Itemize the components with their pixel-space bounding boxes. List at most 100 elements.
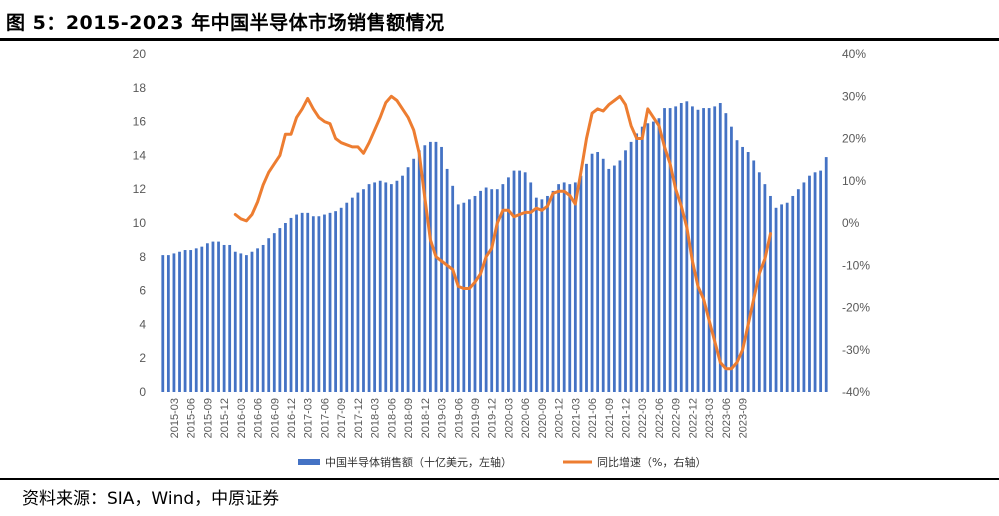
x-tick-label: 2023-06 xyxy=(721,398,733,438)
sales-bar xyxy=(350,197,354,392)
sales-bar xyxy=(412,158,416,392)
sales-bar xyxy=(730,126,733,393)
sales-bar xyxy=(334,211,338,392)
sales-bar xyxy=(512,170,516,392)
x-tick-label: 2020-09 xyxy=(537,398,549,438)
sales-bar xyxy=(356,192,360,392)
sales-bar xyxy=(534,197,538,392)
sales-bar xyxy=(808,175,811,392)
sales-bar xyxy=(401,175,404,392)
sales-bar xyxy=(166,255,170,392)
sales-bar xyxy=(440,146,443,392)
sales-bar xyxy=(763,184,767,392)
x-tick-label: 2021-06 xyxy=(587,398,599,438)
sales-bar xyxy=(300,212,304,392)
sales-bar xyxy=(378,180,382,392)
x-tick-label: 2016-03 xyxy=(236,398,248,438)
x-tick-label: 2018-06 xyxy=(386,398,398,438)
x-tick-label: 2021-09 xyxy=(604,398,616,438)
legend-bar-label: 中国半导体销售额（十亿美元，左轴） xyxy=(325,455,512,469)
sales-bar xyxy=(194,248,198,392)
sales-bar xyxy=(529,182,533,392)
sales-bar xyxy=(629,141,633,392)
x-tick-label: 2015-09 xyxy=(202,398,214,438)
sales-bar xyxy=(785,202,789,392)
sales-bar xyxy=(774,207,778,392)
sales-bar xyxy=(428,141,432,392)
sales-bar xyxy=(546,195,549,392)
right-tick-label: -10% xyxy=(842,258,870,272)
sales-bar xyxy=(718,103,722,392)
sales-bar xyxy=(272,233,276,392)
left-tick-label: 10 xyxy=(133,216,147,230)
sales-bar xyxy=(562,182,566,392)
x-tick-label: 2018-12 xyxy=(420,398,432,438)
left-tick-label: 14 xyxy=(133,148,147,162)
sales-bar xyxy=(468,199,471,392)
sales-bar xyxy=(239,253,243,392)
source-note: 资料来源：SIA，Wind，中原证券 xyxy=(22,489,280,509)
semiconductor-sales-chart: 0 2 4 6 8 10 12 14 16 18 20 -40% -30% -20% -10% 0% 10% 2… xyxy=(133,47,871,469)
right-tick-label: -40% xyxy=(842,385,870,399)
x-tick-label: 2015-12 xyxy=(219,398,231,438)
sales-bar xyxy=(367,184,371,392)
left-tick-label: 16 xyxy=(133,115,147,129)
sales-bar xyxy=(261,244,265,392)
sales-bar xyxy=(284,223,287,392)
sales-bar xyxy=(172,253,176,392)
x-tick-label: 2022-09 xyxy=(671,398,683,438)
sales-bar xyxy=(668,108,672,392)
left-tick-label: 2 xyxy=(139,351,146,365)
sales-bar xyxy=(250,251,254,392)
sales-bar xyxy=(490,189,494,392)
sales-bar xyxy=(323,214,326,392)
right-tick-label: 0% xyxy=(842,216,860,230)
sales-bar xyxy=(791,195,795,392)
x-tick-label: 2019-06 xyxy=(453,398,465,438)
sales-bar xyxy=(802,182,806,392)
x-tick-label: 2019-09 xyxy=(470,398,482,438)
x-tick-label: 2023-03 xyxy=(704,398,716,438)
sales-bar xyxy=(178,251,181,392)
sales-bar xyxy=(568,184,572,392)
sales-bar xyxy=(406,167,410,392)
sales-bar xyxy=(362,189,365,392)
legend: 中国半导体销售额（十亿美元，左轴） 同比增速（%，右轴） xyxy=(298,455,706,469)
x-tick-label: 2019-12 xyxy=(487,398,499,438)
right-tick-label: -30% xyxy=(842,343,870,357)
sales-bar xyxy=(339,207,343,392)
sales-bar xyxy=(495,189,499,392)
sales-bar xyxy=(741,146,744,392)
sales-bar xyxy=(456,204,460,392)
sales-bar xyxy=(713,106,717,392)
x-tick-label: 2018-03 xyxy=(370,398,382,438)
left-tick-label: 6 xyxy=(139,284,146,298)
x-tick-label: 2020-12 xyxy=(554,398,566,438)
sales-bar xyxy=(189,250,193,392)
x-tick-label: 2015-06 xyxy=(186,398,198,438)
sales-bar xyxy=(540,199,544,392)
right-tick-label: -20% xyxy=(842,301,870,315)
sales-bar xyxy=(161,255,165,392)
sales-bar xyxy=(434,141,438,392)
sales-bar xyxy=(596,152,600,392)
sales-bar xyxy=(423,145,427,392)
sales-bar xyxy=(228,244,232,392)
sales-bar xyxy=(183,250,187,392)
bar-series xyxy=(161,101,828,393)
sales-bar xyxy=(295,214,298,392)
sales-bar xyxy=(222,244,226,392)
sales-bar xyxy=(233,251,237,392)
x-tick-label: 2020-06 xyxy=(520,398,532,438)
x-tick-label: 2018-09 xyxy=(403,398,415,438)
sales-bar xyxy=(384,182,388,392)
sales-bar xyxy=(746,152,750,392)
sales-bar xyxy=(646,123,650,392)
x-tick-label: 2020-03 xyxy=(503,398,515,438)
sales-bar xyxy=(523,172,527,392)
sales-bar xyxy=(663,108,666,392)
sales-bar xyxy=(607,168,611,392)
x-tick-label: 2021-12 xyxy=(621,398,633,438)
sales-bar xyxy=(306,212,310,392)
sales-bar xyxy=(479,190,482,392)
